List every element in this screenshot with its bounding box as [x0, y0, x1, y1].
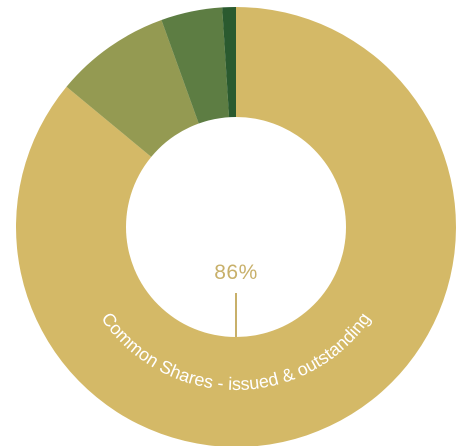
donut-hole — [126, 117, 346, 337]
main-value-label: 86% — [214, 261, 258, 284]
